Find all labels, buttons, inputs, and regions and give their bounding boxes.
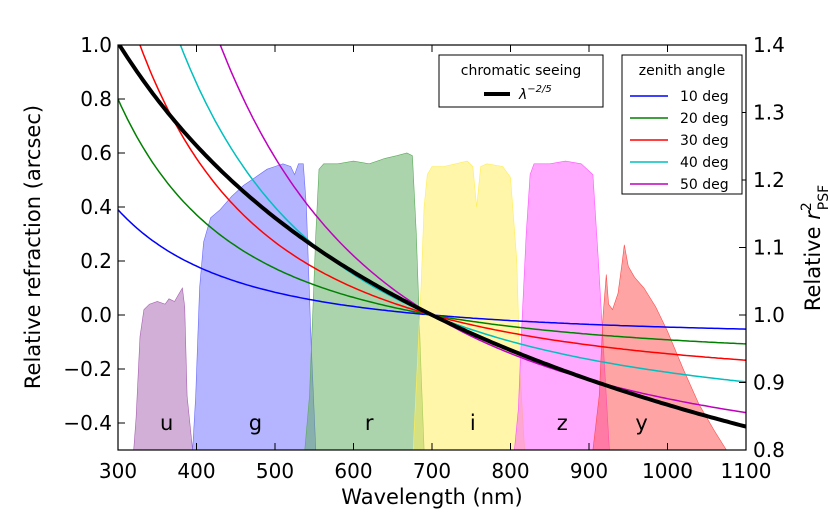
zenith-legend-label-30-deg: 30 deg [680,133,729,149]
chromatic-seeing-legend: chromatic seeing λ−2/5 [438,54,604,108]
x-tick-label: 900 [570,459,608,483]
curves-layer [118,45,746,429]
x-tick-label: 1000 [642,459,693,483]
y-right-tick-label: 1.2 [753,168,785,192]
zenith-angle-legend-box [621,54,743,195]
zenith-legend-label-40-deg: 40 deg [680,155,729,171]
y-right-tick-label: 0.8 [753,438,785,462]
zenith-legend-label-20-deg: 20 deg [680,111,729,127]
y-left-tick-label: 1.0 [80,33,112,57]
band-z-label: z [557,411,568,435]
band-g-area [192,163,317,450]
y-left-tick-label: −0.4 [63,411,112,435]
x-tick-label: 600 [334,459,372,483]
zenith-legend-label-50-deg: 50 deg [680,177,729,193]
band-z-area [514,160,610,450]
ticks-layer: 300 400 500 600 700 800 900 1000 1100 −0.4 −0.2 0.0… [63,33,784,483]
zenith-angle-legend: zenith angle 10 deg 20 deg 30 deg 40 deg 50 … [621,54,743,195]
x-tick-label: 300 [99,459,137,483]
band-u-area [133,287,193,450]
y-right-tick-label: 1.4 [753,33,785,57]
band-r-area [304,152,425,450]
band-y-label: y [635,411,647,435]
y-axis-left-label: Relative refraction (arcsec) [21,105,45,389]
x-tick-label: 700 [413,459,451,483]
band-g-label: g [249,411,262,435]
x-tick-label: 500 [256,459,294,483]
y-right-tick-label: 0.9 [753,371,785,395]
zenith-legend-label-10-deg: 10 deg [680,89,729,105]
y-right-tick-label: 1.0 [753,303,785,327]
band-u-label: u [160,411,173,435]
y-right-tick-label: 1.3 [753,101,785,125]
y-left-tick-label: 0.2 [80,249,112,273]
y-left-tick-label: 0.4 [80,195,112,219]
y-right-tick-label: 1.1 [753,236,785,260]
zenith-legend-entries: 10 deg 20 deg 30 deg 40 deg 50 deg [630,89,729,193]
y-left-tick-label: 0.8 [80,87,112,111]
y-axis-right-label: Relative r2PSF [799,185,830,311]
x-tick-label: 800 [491,459,529,483]
y-left-tick-label: 0.0 [80,303,112,327]
zenith-angle-legend-title: zenith angle [639,63,725,79]
y-left-tick-label: 0.6 [80,141,112,165]
chromatic-seeing-legend-box [438,54,604,108]
x-axis-label: Wavelength (nm) [341,485,522,509]
band-i-label: i [470,411,476,435]
x-tick-label: 400 [177,459,215,483]
chromatic-seeing-legend-title: chromatic seeing [461,63,582,79]
band-i-area [412,160,525,450]
y-left-tick-label: −0.2 [63,357,112,381]
chromatic-seeing-line [118,45,746,429]
band-r-label: r [365,411,374,435]
chromatic-seeing-legend-label: λ−2/5 [518,84,552,103]
x-tick-label: 1100 [721,459,772,483]
